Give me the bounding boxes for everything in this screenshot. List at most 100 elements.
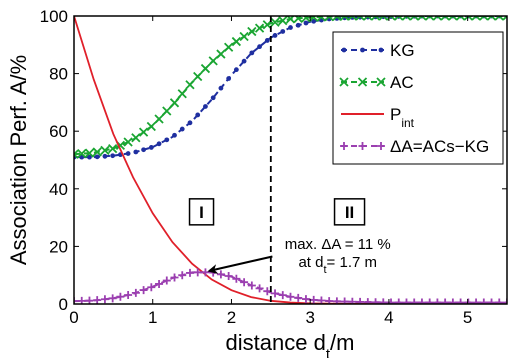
- data-point: [148, 145, 154, 150]
- x-tick-label: 2: [227, 308, 236, 327]
- data-point: [84, 148, 95, 158]
- data-point: [249, 50, 255, 56]
- data-point: [456, 298, 465, 304]
- legend-box: [332, 31, 504, 165]
- data-point: [124, 291, 133, 299]
- data-point: [433, 298, 442, 304]
- data-point: [417, 16, 427, 21]
- data-point: [179, 126, 185, 132]
- data-point: [172, 132, 177, 138]
- data-point: [471, 16, 481, 21]
- data-point: [94, 154, 100, 160]
- data-point: [200, 63, 211, 74]
- data-point: [394, 16, 404, 21]
- x-tick-label: 1: [148, 308, 157, 327]
- series-layer: [74, 16, 507, 304]
- data-point: [216, 270, 225, 279]
- data-point: [208, 56, 218, 66]
- data-point: [303, 20, 309, 26]
- y-tick-label: 20: [49, 237, 68, 256]
- region-box-1: [188, 198, 215, 226]
- data-point: [410, 298, 419, 304]
- data-point: [87, 154, 92, 160]
- data-point: [116, 292, 125, 301]
- data-point: [233, 67, 239, 73]
- legend-marker: [357, 77, 368, 87]
- data-point: [216, 49, 226, 59]
- data-point: [210, 95, 216, 101]
- legend-label: KG: [390, 41, 415, 60]
- legend-marker: [358, 142, 367, 150]
- series-a-acs-kg: [74, 268, 507, 304]
- data-point: [394, 298, 403, 304]
- data-point: [203, 104, 208, 109]
- legend-marker: [341, 47, 347, 53]
- legend-item-kg: KG: [341, 41, 415, 60]
- data-point: [278, 16, 288, 26]
- data-point: [356, 297, 365, 304]
- legend-label: AC: [390, 73, 414, 92]
- data-point: [464, 298, 473, 304]
- data-point: [293, 16, 303, 23]
- data-point: [309, 295, 318, 304]
- data-point: [162, 106, 172, 116]
- region-box-2: [333, 198, 366, 226]
- x-tick-label: 4: [384, 308, 393, 327]
- data-point: [487, 298, 496, 304]
- data-point: [502, 16, 507, 21]
- data-point: [255, 284, 264, 293]
- legend-marker: [339, 77, 349, 87]
- data-point: [92, 147, 102, 157]
- annotation-arrow: [207, 255, 273, 274]
- data-point: [387, 298, 396, 304]
- data-point: [311, 18, 317, 24]
- data-point: [440, 16, 450, 21]
- data-point: [479, 16, 489, 21]
- data-point: [240, 278, 249, 287]
- legend-item-ac: AC: [339, 73, 414, 92]
- data-point: [288, 25, 293, 30]
- legend-marker: [377, 142, 385, 150]
- data-point: [74, 297, 78, 304]
- region-label-2: II: [345, 203, 354, 222]
- data-point: [301, 295, 310, 304]
- y-axis-title: Association Perf. A/%: [6, 55, 31, 265]
- data-point: [340, 297, 349, 304]
- data-point: [280, 29, 286, 34]
- data-point: [185, 80, 195, 90]
- data-point: [317, 296, 326, 304]
- data-point: [193, 71, 203, 82]
- data-point: [495, 298, 504, 304]
- data-point: [139, 286, 148, 295]
- legend-label: ΔA=ACs−KG: [390, 137, 489, 156]
- legend-item-a-acs-kg: ΔA=ACs−KG: [340, 137, 489, 156]
- data-point: [170, 273, 179, 282]
- data-point: [224, 272, 233, 281]
- data-point: [110, 153, 116, 159]
- data-point: [125, 151, 131, 156]
- data-point: [316, 16, 327, 22]
- annotation-line1: max. ΔA = 11 %: [285, 236, 391, 253]
- ticks-layer: 0 1 2 3 4 5 0 20 40 60 80 100: [40, 7, 507, 327]
- data-point: [294, 293, 303, 302]
- plot-frame: [73, 15, 508, 305]
- x-tick-label: 0: [69, 308, 78, 327]
- data-point: [102, 153, 108, 159]
- data-point: [401, 16, 412, 21]
- region-label-1: I: [199, 203, 204, 222]
- data-point: [402, 298, 411, 304]
- data-point: [93, 296, 102, 304]
- data-point: [133, 149, 139, 155]
- legend: KG AC Pint ΔA=ACs−KG: [332, 31, 504, 165]
- legend-item-p-int: Pint: [341, 105, 415, 130]
- y-tick-label: 80: [49, 65, 68, 84]
- data-point: [448, 298, 457, 304]
- data-point: [100, 295, 109, 304]
- data-point: [178, 271, 187, 280]
- data-point: [309, 16, 319, 22]
- data-point: [77, 149, 87, 159]
- data-point: [254, 23, 265, 33]
- data-point: [169, 98, 180, 108]
- data-point: [409, 16, 419, 21]
